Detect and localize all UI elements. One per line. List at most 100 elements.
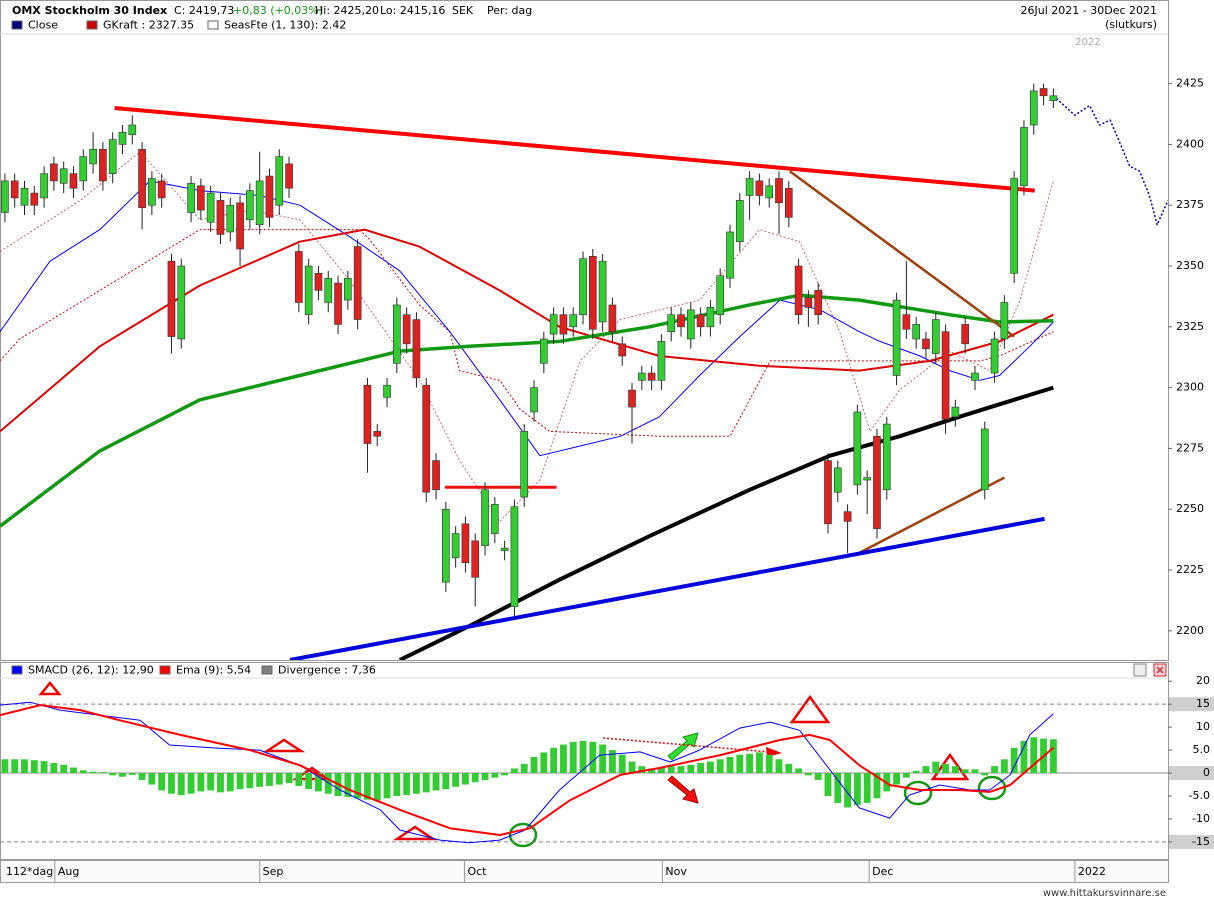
line-series	[1052, 95, 1168, 226]
histogram-bar	[266, 773, 273, 786]
candle-body	[118, 131, 127, 145]
settings-icon[interactable]	[1133, 663, 1147, 677]
candle-body	[549, 314, 558, 335]
line-series	[0, 229, 1054, 437]
histogram-bar	[403, 773, 411, 796]
candle-body	[1039, 88, 1048, 97]
x-tick-label: Oct	[467, 865, 487, 878]
close-icon-cross	[1156, 666, 1164, 674]
histogram-bar	[569, 741, 577, 774]
candle-body	[285, 163, 293, 189]
candle-body	[246, 190, 254, 221]
candle-body	[726, 231, 734, 279]
histogram-bar	[315, 773, 322, 792]
candle-body	[677, 314, 685, 328]
candle-body	[843, 511, 852, 522]
histogram-bar	[481, 773, 489, 780]
circle-markers	[508, 775, 1007, 848]
line-series	[853, 476, 1005, 557]
histogram-bar	[226, 773, 234, 792]
line-series	[398, 385, 1054, 660]
tick-label-box	[1169, 697, 1214, 712]
histogram-bar	[413, 773, 420, 794]
candle-body	[716, 275, 725, 315]
y-tick-label: 5.0	[1193, 743, 1211, 756]
candle-body	[539, 338, 548, 364]
histogram-bar	[462, 773, 469, 785]
y-tick-label: 20	[1196, 674, 1210, 687]
candle-body	[177, 265, 186, 340]
x-axis-label: 112*dag	[6, 865, 53, 878]
candle-body	[882, 423, 891, 491]
legend-swatch	[11, 20, 23, 30]
histogram-bar	[755, 752, 763, 774]
circle-marker	[903, 780, 933, 806]
candle-body	[481, 489, 489, 547]
candle-body	[451, 533, 460, 559]
candle-body	[1, 180, 9, 213]
candle-body	[863, 477, 872, 481]
histogram-bar	[236, 773, 244, 790]
histogram-bar	[197, 773, 205, 792]
y-tick-label: -15	[1192, 835, 1210, 848]
histogram-bar	[795, 768, 803, 774]
histogram-bar	[991, 766, 998, 774]
macd-panel-frame	[0, 662, 1169, 860]
candle-body	[608, 304, 617, 332]
candle-body	[373, 431, 382, 437]
dotted-arrow-head	[766, 747, 782, 757]
candle-body	[814, 290, 823, 315]
candle-body	[588, 256, 597, 330]
histogram-bar	[579, 740, 587, 774]
histogram-bar	[275, 773, 283, 785]
histogram-bar	[285, 773, 293, 784]
histogram-bar	[40, 761, 48, 774]
histogram-bar	[148, 773, 156, 785]
histogram-bar	[511, 768, 518, 774]
candle-body	[765, 185, 774, 199]
histogram-bar	[158, 773, 166, 791]
y-tick-label: -10	[1192, 812, 1210, 825]
candle-body	[491, 504, 499, 534]
histogram-bar	[187, 773, 195, 794]
histogram-bar	[344, 773, 352, 797]
histogram-bar	[814, 773, 822, 780]
histogram-bar	[217, 773, 224, 793]
histogram-bar	[109, 773, 117, 776]
y-tick-label: 2250	[1176, 502, 1204, 515]
candle-body	[148, 178, 156, 206]
y-tick-label: 2225	[1176, 563, 1204, 576]
candle-body	[784, 187, 793, 218]
candle-body	[353, 246, 362, 320]
histogram-bar	[21, 759, 28, 774]
histogram-bar	[638, 766, 646, 774]
candle-body	[236, 202, 244, 250]
histogram-bar	[971, 769, 979, 774]
candle-body	[961, 324, 969, 345]
histogram-bar	[138, 773, 146, 780]
candle-body	[344, 277, 352, 301]
histogram-bar	[765, 754, 773, 774]
x-axis-frame	[0, 860, 1169, 883]
y-tick-label: 2350	[1176, 259, 1204, 272]
histogram-bar	[1000, 759, 1008, 774]
year-label: 2022	[1075, 37, 1100, 48]
x-tick-label: 2022	[1078, 865, 1106, 878]
legend-swatch	[11, 665, 23, 675]
candle-body	[1049, 95, 1058, 101]
y-tick-label: 2375	[1176, 198, 1204, 211]
candle-body	[79, 156, 88, 182]
histogram-bar	[168, 773, 175, 794]
candle-body	[442, 508, 450, 583]
candle-body	[775, 178, 783, 204]
candle-body	[628, 389, 636, 408]
histogram-bar	[11, 759, 19, 774]
histogram-bar	[981, 773, 989, 776]
histogram-bar	[951, 766, 959, 774]
change-value: +0,83 (+0,03%)	[233, 4, 323, 17]
histogram-bar	[70, 767, 77, 774]
histogram-bar	[618, 754, 626, 774]
y-tick-label: 2400	[1176, 137, 1204, 150]
line-series	[0, 293, 1054, 528]
